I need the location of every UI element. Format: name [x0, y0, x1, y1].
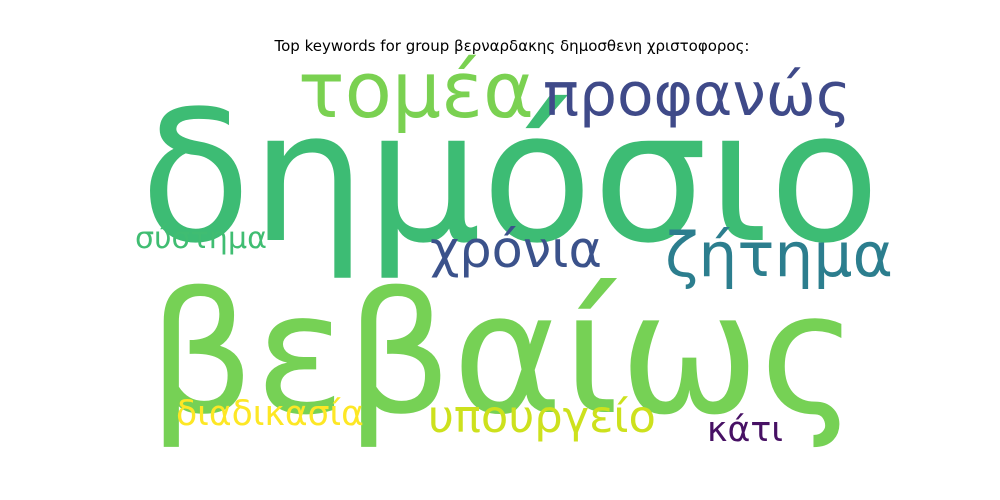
- word-4: τομέα: [298, 46, 534, 137]
- word-7: υπουργείο: [428, 389, 656, 443]
- word-10: κάτι: [707, 409, 783, 450]
- word-3: προφανώς: [543, 60, 851, 131]
- word-8: σύστημα: [135, 220, 267, 256]
- word-6: χρόνια: [430, 219, 602, 279]
- word-2: βεβαίως: [148, 257, 858, 453]
- chart-title: Top keywords for group βερναρδακης δημοσ…: [274, 37, 750, 55]
- word-9: διαδικασία: [176, 393, 364, 434]
- word-1: δημόσιο: [140, 72, 880, 284]
- word-5: ζήτημα: [665, 220, 893, 292]
